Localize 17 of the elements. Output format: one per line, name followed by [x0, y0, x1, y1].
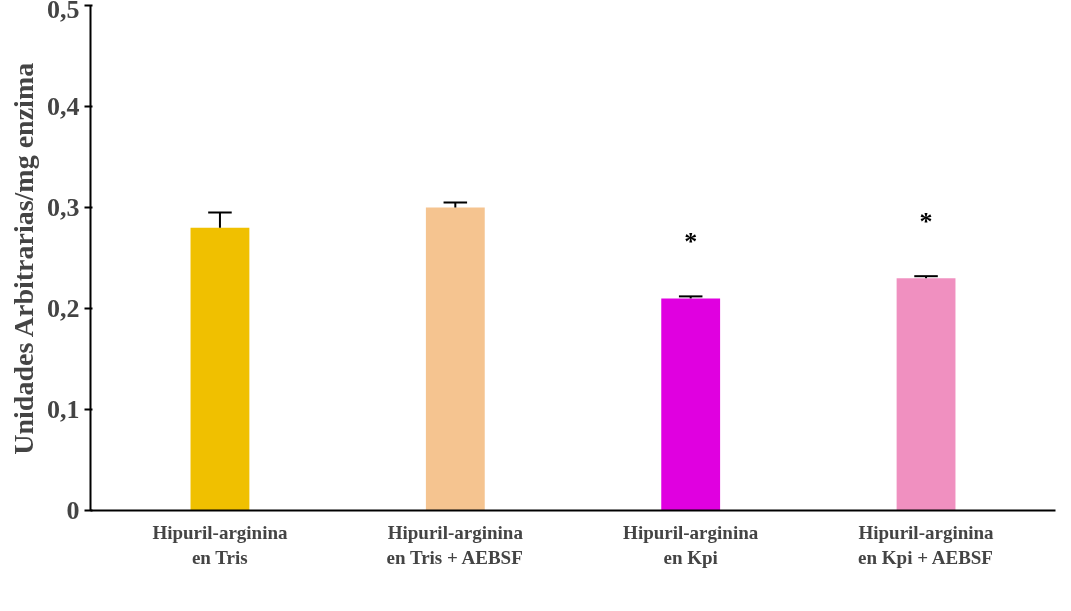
annotation: *: [684, 227, 698, 257]
x-tick-label: Hipuril-arginina en Kpi: [623, 521, 759, 568]
y-tick-label: 0: [66, 496, 80, 525]
annotation: *: [919, 207, 933, 237]
x-tick-label: Hipuril-arginina en Tris: [152, 521, 289, 568]
y-tick-label: 0,4: [47, 92, 80, 121]
x-tick-label: Hipuril-arginina en Kpi + AEBSF: [858, 521, 995, 568]
bar: [425, 207, 485, 511]
y-tick-label: 0,1: [47, 395, 80, 424]
y-axis-title: Unidades Arbitrarias/mg enzima: [8, 62, 39, 455]
y-tick-label: 0,3: [47, 193, 80, 222]
bar: [896, 278, 956, 511]
y-tick-label: 0,5: [47, 0, 80, 24]
y-tick-label: 0,2: [47, 294, 80, 323]
bar: [190, 227, 250, 511]
bar: [661, 298, 721, 511]
x-tick-label: Hipuril-arginina en Tris + AEBSF: [386, 521, 524, 568]
